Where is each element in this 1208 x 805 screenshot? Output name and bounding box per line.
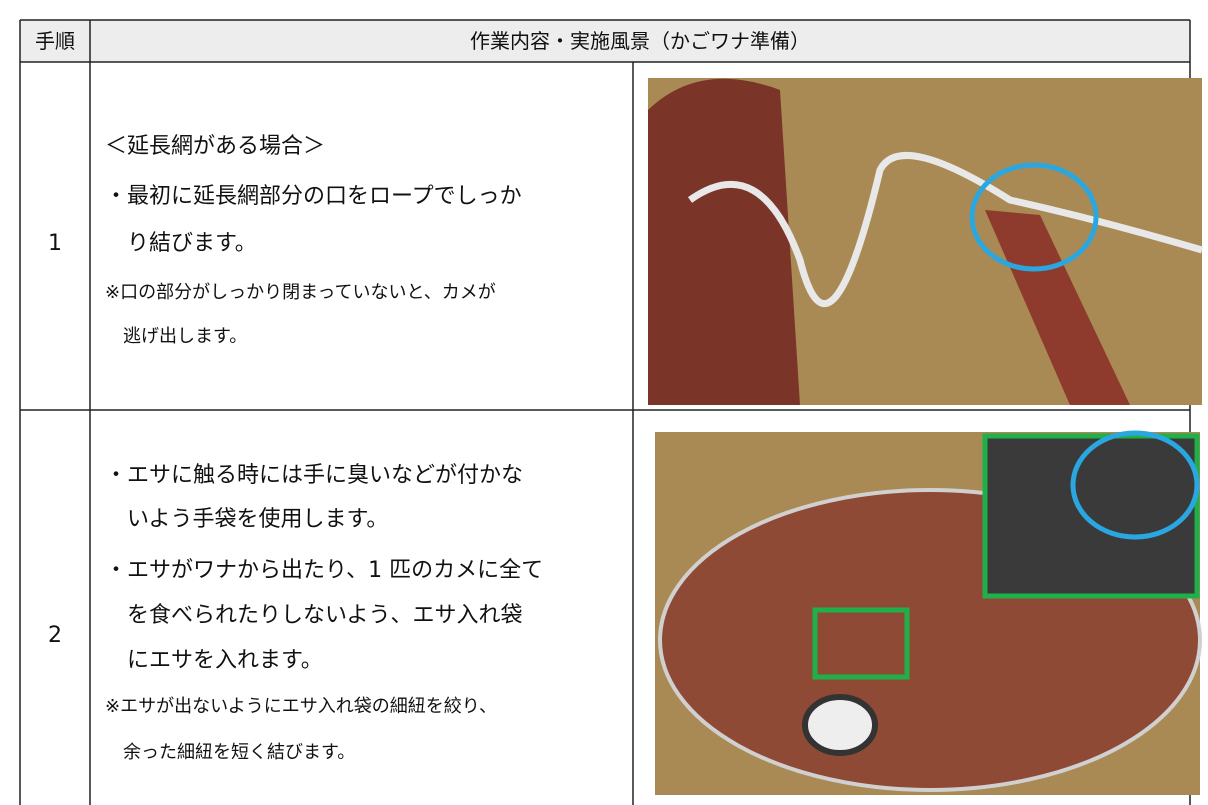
text-line: を食べられたりしないよう、エサ入れ袋: [127, 603, 523, 628]
step-number: 2: [48, 623, 62, 648]
text-line: いよう手袋を使用します。: [127, 507, 389, 532]
text-line: ・エサがワナから出たり、1 匹のカメに全て: [105, 558, 544, 583]
note-line: 余った細紐を短く結びます。: [123, 742, 356, 763]
header-cell: 作業内容・実施風景（かごワナ準備）: [470, 29, 810, 53]
text-line: にエサを入れます。: [127, 648, 323, 673]
note-line: 逃げ出します。: [123, 326, 248, 347]
photo-2: [655, 430, 1202, 795]
text-line: り結びます。: [127, 231, 257, 256]
header-cell: 手順: [35, 29, 75, 53]
text-line: ・最初に延長網部分の口をロープでしっか: [105, 184, 522, 209]
note-line: ※エサが出ないようにエサ入れ袋の細紐を絞り、: [105, 696, 497, 717]
step-number: 1: [48, 231, 62, 256]
text-line: ・エサに触る時には手に臭いなどが付かな: [105, 463, 524, 488]
header-bg: [20, 20, 1190, 62]
text-line: ＜延長網がある場合＞: [105, 134, 326, 159]
note-line: ※口の部分がしっかり閉まっていないと、カメが: [105, 282, 496, 303]
photo-1: [648, 78, 1203, 405]
